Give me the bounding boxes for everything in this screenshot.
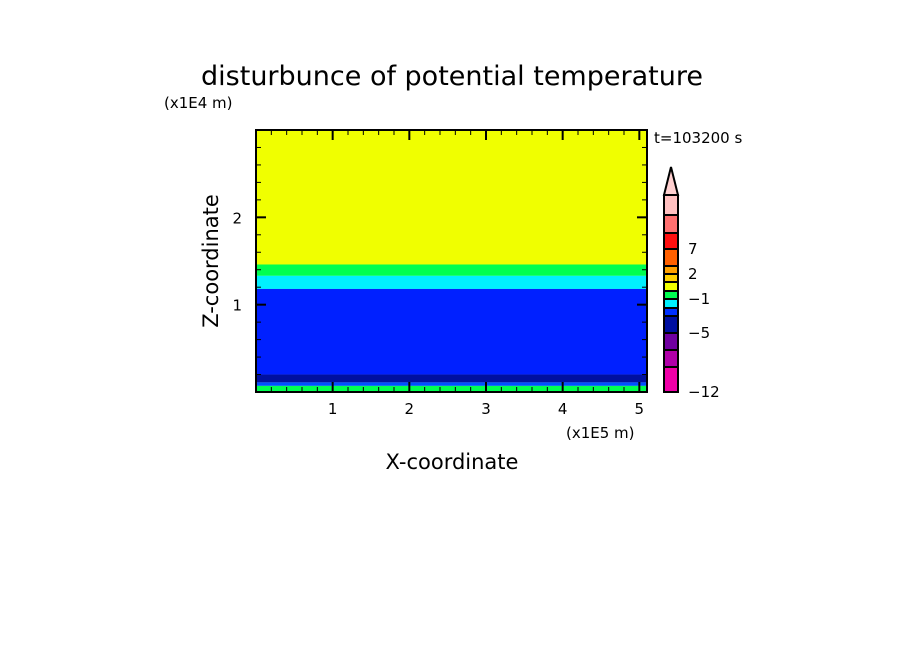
colorbar-segment: [663, 332, 679, 351]
colorbar-segment: [663, 315, 679, 334]
colorbar-segment: [663, 265, 679, 275]
contour-band: [256, 288, 647, 375]
plot-frame: [255, 129, 648, 393]
y-axis-label: Z-coordinate: [199, 194, 223, 328]
colorbar-segment: [663, 307, 679, 317]
contour-band: [256, 130, 647, 265]
colorbar-segment: [663, 366, 679, 393]
colorbar-segment: [663, 214, 679, 234]
contour-band: [256, 374, 647, 383]
colorbar-label: −5: [688, 324, 710, 342]
colorbar-segment: [663, 248, 679, 267]
colorbar-segment: [663, 194, 679, 216]
x-tick-label: 2: [405, 400, 415, 418]
x-tick-labels: 1 2 3 4 5: [328, 400, 644, 418]
x-axis-label: X-coordinate: [386, 450, 519, 474]
contour-band: [256, 385, 647, 392]
contour-bands: [256, 130, 647, 392]
x-tick-label: 5: [635, 400, 645, 418]
colorbar-label: −1: [688, 290, 710, 308]
y-tick-labels: 12: [232, 209, 242, 314]
colorbar-label: 7: [688, 240, 698, 258]
x-tick-label: 1: [328, 400, 338, 418]
colorbar-segment: [663, 281, 679, 292]
time-label: t=103200 s: [654, 129, 742, 147]
colorbar-segment: [663, 349, 679, 368]
colorbar-segment: [663, 273, 679, 283]
contour-band: [256, 264, 647, 276]
colorbar-label: 2: [688, 265, 698, 283]
y-tick-label: 1: [232, 297, 242, 315]
x-tick-label: 3: [481, 400, 491, 418]
colorbar-segment: [663, 232, 679, 250]
colorbar-segment: [663, 290, 679, 300]
y-tick-label: 2: [232, 209, 242, 227]
colorbar: 7 2 −1 −5 −12: [662, 166, 720, 401]
contour-band: [256, 275, 647, 289]
y-unit-label: (x1E4 m): [164, 94, 233, 112]
colorbar-segment: [663, 298, 679, 309]
colorbar-extension-triangle: [662, 166, 680, 196]
contour-band: [256, 382, 647, 386]
colorbar-label: −12: [688, 383, 720, 401]
chart-title: disturbunce of potential temperature: [201, 61, 703, 92]
x-tick-label: 4: [558, 400, 568, 418]
x-unit-label: (x1E5 m): [566, 424, 635, 442]
